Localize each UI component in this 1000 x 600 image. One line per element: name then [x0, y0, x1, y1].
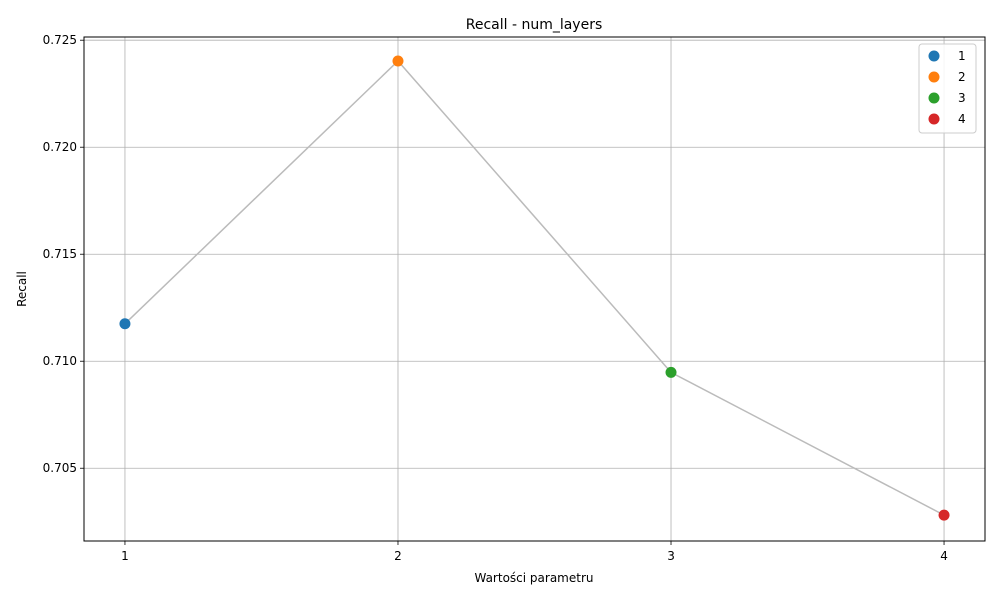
- legend-label: 1: [958, 49, 966, 63]
- data-point: [938, 509, 950, 521]
- x-tick-label: 3: [667, 549, 675, 563]
- legend-label: 3: [958, 91, 966, 105]
- series-line: [124, 59, 945, 516]
- legend-frame: [918, 43, 977, 134]
- y-axis-label: Recall: [15, 271, 29, 307]
- data-point: [119, 318, 131, 330]
- y-tick-label: 0.720: [43, 140, 77, 154]
- legend-marker: [928, 50, 940, 62]
- y-tick-label: 0.710: [43, 354, 77, 368]
- y-tick-label: 0.705: [43, 461, 77, 475]
- legend-marker: [928, 113, 940, 125]
- legend-label: 4: [958, 112, 966, 126]
- legend: 1 2 3 4: [918, 43, 977, 134]
- x-axis-label: Wartości parametru: [474, 571, 593, 585]
- y-tick-label: 0.715: [43, 247, 77, 261]
- data-point: [665, 366, 677, 378]
- y-tick-label: 0.725: [43, 33, 77, 47]
- x-tick-label: 2: [394, 549, 402, 563]
- series-line-group: [124, 59, 945, 516]
- data-points: [119, 55, 950, 521]
- x-tick-label: 4: [940, 549, 948, 563]
- data-point: [392, 55, 404, 67]
- legend-marker: [928, 71, 940, 83]
- x-tick-label: 1: [121, 549, 129, 563]
- plot-frame: [83, 36, 986, 542]
- ticks: 1 2 3 4 0.705 0.710 0.715 0.720 0.725: [43, 33, 948, 563]
- legend-marker: [928, 92, 940, 104]
- chart-title: Recall - num_layers: [466, 17, 603, 33]
- legend-label: 2: [958, 70, 966, 84]
- grid: [84, 37, 985, 541]
